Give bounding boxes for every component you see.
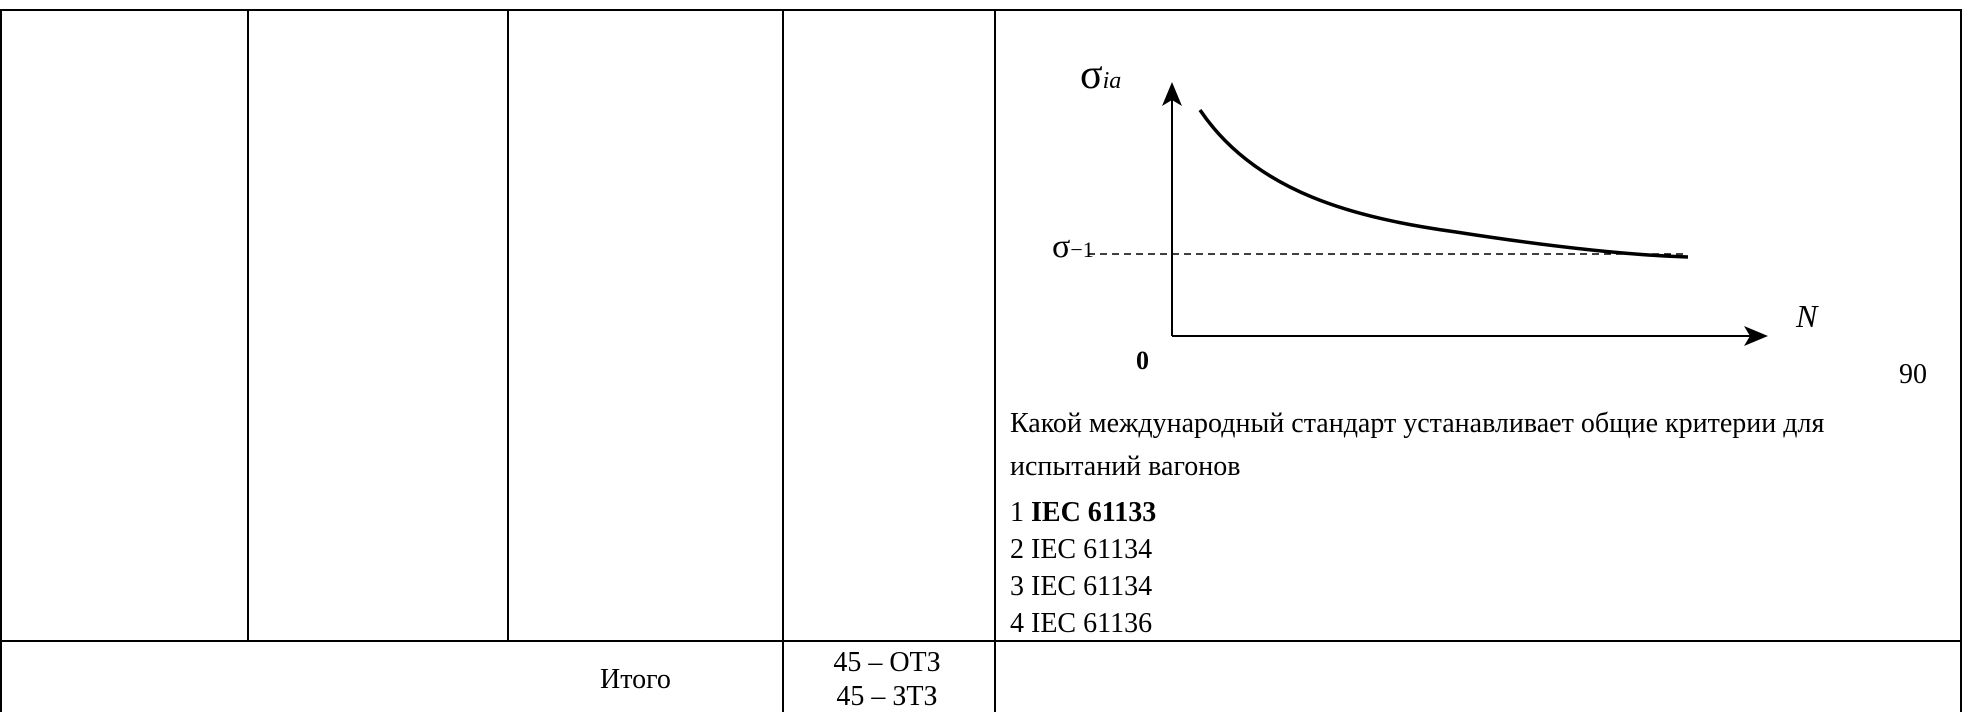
column-divider-1 xyxy=(247,9,249,642)
y-axis-label: σia xyxy=(1080,54,1121,96)
endurance-limit-label: σ−1 xyxy=(1052,230,1094,264)
table-top-border xyxy=(0,9,1962,11)
fatigue-curve-line xyxy=(1198,109,1689,259)
threshold-sigma-symbol: σ xyxy=(1052,228,1071,265)
total-label: Итого xyxy=(600,664,671,695)
column-divider-4 xyxy=(994,9,996,712)
total-value-closed: 45 – ЗТЗ xyxy=(836,681,938,712)
column-divider-3 xyxy=(782,9,784,712)
page-number: 90 xyxy=(1899,359,1927,390)
x-axis-label: N xyxy=(1796,298,1818,334)
table-middle-border xyxy=(0,640,1962,642)
y-axis-subscript: ia xyxy=(1102,68,1122,94)
total-value-open: 45 – ОТЗ xyxy=(833,647,941,678)
answer-option-4: 4 IEC 61136 xyxy=(1010,605,1156,642)
answer-option-2: 2 IEC 61134 xyxy=(1010,531,1156,568)
option-number: 4 xyxy=(1010,608,1024,639)
answer-options: 1 IEC 61133 2 IEC 61134 3 IEC 61134 4 IE… xyxy=(1010,494,1156,642)
option-text: IEC 61134 xyxy=(1031,534,1153,565)
sigma-symbol: σ xyxy=(1080,52,1103,98)
answer-option-3: 3 IEC 61134 xyxy=(1010,568,1156,605)
table-left-border xyxy=(0,9,2,712)
fatigue-curve-svg xyxy=(1088,82,1768,346)
option-text: IEC 61133 xyxy=(1031,497,1157,528)
option-text: IEC 61136 xyxy=(1031,608,1153,639)
table-right-border xyxy=(1960,9,1962,712)
total-values: 45 – ОТЗ 45 – ЗТЗ xyxy=(784,646,990,714)
threshold-subscript: −1 xyxy=(1070,237,1094,262)
option-number: 1 xyxy=(1010,497,1024,528)
column-divider-2 xyxy=(507,9,509,642)
origin-label: 0 xyxy=(1136,346,1149,375)
option-number: 2 xyxy=(1010,534,1024,565)
question-text: Какой международный стандарт устанавлива… xyxy=(1010,408,1825,482)
answer-option-1: 1 IEC 61133 xyxy=(1010,494,1156,531)
option-text: IEC 61134 xyxy=(1031,571,1153,602)
option-number: 3 xyxy=(1010,571,1024,602)
fatigue-curve-graph: σia σ−1 N 0 xyxy=(1036,48,1962,408)
